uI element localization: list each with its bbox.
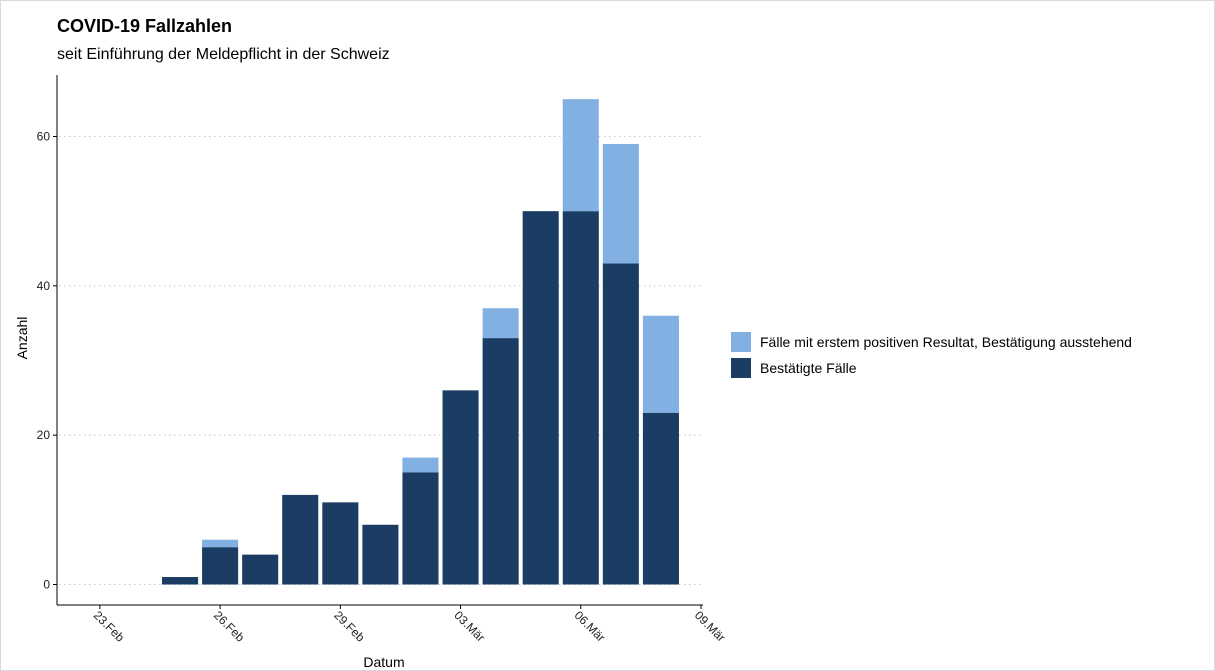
bar-confirmed [522, 211, 559, 585]
x-tick-label: 29.Feb [331, 608, 368, 645]
y-ticks: 0 20 40 60 [37, 130, 57, 592]
bars [161, 99, 679, 585]
bar-confirmed [482, 338, 519, 585]
bar-pending [482, 308, 519, 339]
bar-confirmed [642, 412, 679, 585]
axes [56, 75, 703, 606]
bar-confirmed [282, 494, 319, 585]
x-tick-label: 09.Mär [692, 608, 728, 644]
legend-item-confirmed: Bestätigte Fälle [731, 356, 1132, 380]
x-tick-label: 03.Mär [451, 608, 487, 644]
y-axis-label: Anzahl [14, 317, 30, 360]
bar-confirmed [602, 263, 639, 585]
chart-title: COVID-19 Fallzahlen [57, 16, 233, 36]
x-axis-label: Datum [363, 654, 404, 670]
bar-confirmed [362, 524, 399, 585]
legend-key-pending [731, 332, 751, 352]
y-tick-label: 60 [37, 130, 51, 144]
bar-pending [602, 143, 639, 264]
y-tick-label: 40 [37, 279, 51, 293]
bar-confirmed [202, 547, 239, 585]
bar-pending [202, 539, 239, 548]
bar-pending [562, 99, 599, 212]
legend-key-confirmed [731, 358, 751, 378]
x-tick-label: 26.Feb [211, 608, 248, 645]
y-tick-label: 20 [37, 428, 51, 442]
x-tick-label: 06.Mär [572, 608, 608, 644]
bar-confirmed [322, 502, 359, 585]
bar-pending [402, 457, 439, 473]
legend-label-confirmed: Bestätigte Fälle [760, 360, 857, 376]
y-tick-label: 0 [43, 578, 50, 592]
legend-item-pending: Fälle mit erstem positiven Resultat, Bes… [731, 330, 1132, 354]
bar-pending [642, 315, 679, 413]
bar-confirmed [402, 472, 439, 585]
x-ticks: 23.Feb 26.Feb 29.Feb 03.Mär 06.Mär 09.Mär [91, 605, 728, 645]
bar-confirmed [442, 390, 479, 585]
x-tick-label: 23.Feb [91, 608, 128, 645]
legend: Fälle mit erstem positiven Resultat, Bes… [731, 330, 1132, 382]
legend-label-pending: Fälle mit erstem positiven Resultat, Bes… [760, 334, 1132, 350]
bar-confirmed [242, 554, 279, 585]
bar-confirmed [161, 577, 199, 585]
bar-confirmed [562, 211, 599, 585]
chart-subtitle: seit Einführung der Meldepflicht in der … [57, 46, 390, 63]
